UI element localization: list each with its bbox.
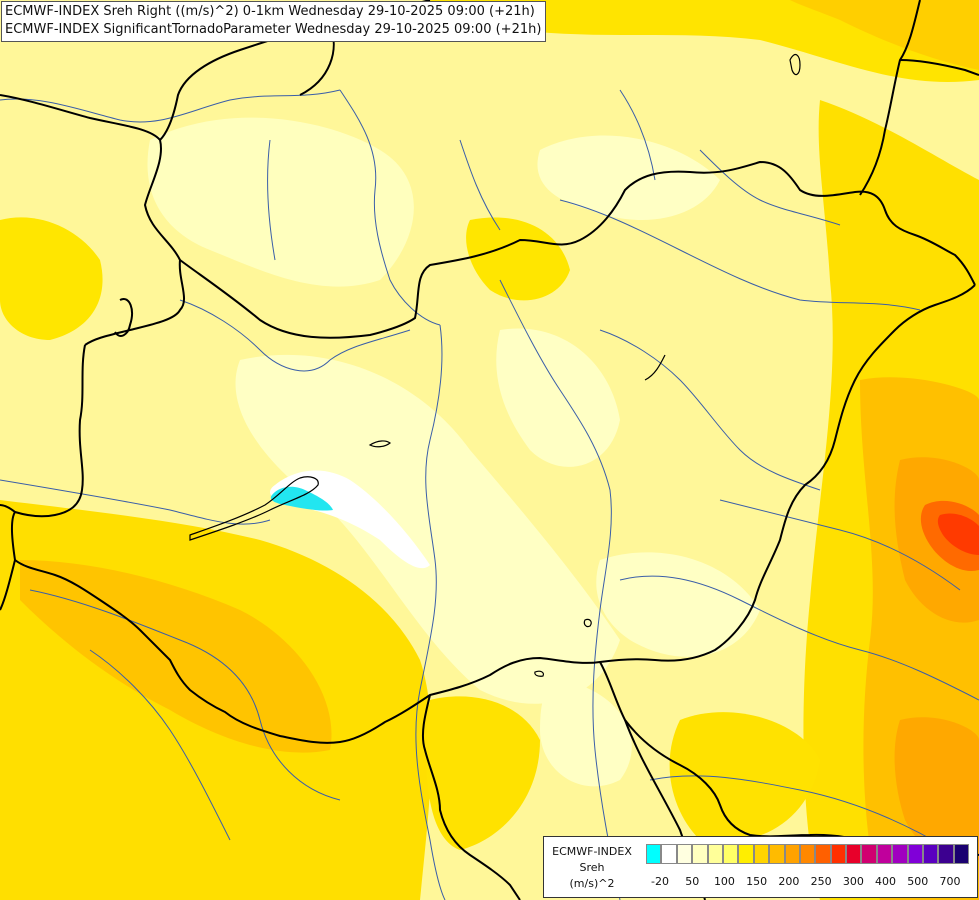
legend-tick-label: 700 <box>939 875 961 888</box>
legend-swatch <box>861 844 877 864</box>
legend-swatch <box>722 844 739 864</box>
legend-swatch <box>830 844 847 864</box>
lakes <box>189 53 801 677</box>
legend-swatch <box>938 844 954 864</box>
legend-tick-label: 200 <box>778 875 800 888</box>
legend-swatch <box>923 844 939 864</box>
legend-model: ECMWF-INDEX <box>552 845 632 858</box>
legend-tick-label: 50 <box>685 875 700 888</box>
legend-swatch <box>676 844 693 864</box>
legend-swatch <box>692 844 708 864</box>
map-title-line1: ECMWF-INDEX Sreh Right ((m/s)^2) 0-1km W… <box>5 4 535 19</box>
legend-swatch <box>876 844 893 864</box>
legend-swatch <box>738 844 754 864</box>
legend-swatch <box>769 844 785 864</box>
legend-swatch <box>784 844 800 864</box>
legend-tick-label: 150 <box>746 875 768 888</box>
field-pale-sw <box>540 680 632 787</box>
legend-param: Sreh <box>579 861 605 874</box>
legend-tick-label: 100 <box>713 875 735 888</box>
legend-swatch <box>846 844 862 864</box>
legend-swatches <box>646 844 970 866</box>
legend-swatch <box>953 844 970 864</box>
legend-swatch <box>753 844 770 864</box>
field-gold-west <box>0 217 103 340</box>
field-pale-east <box>496 328 620 467</box>
legend-tick-label: 400 <box>875 875 897 888</box>
field-gold-south <box>426 696 540 850</box>
legend-swatch <box>661 844 677 864</box>
legend-swatch <box>815 844 831 864</box>
field-cyan-patch <box>270 486 333 511</box>
field-orange-northeast <box>790 0 979 70</box>
field-gold-mid <box>466 217 570 301</box>
legend-swatch <box>646 844 662 864</box>
legend-swatch <box>799 844 816 864</box>
field-orange-se <box>894 717 979 863</box>
legend-tick-label: 300 <box>842 875 864 888</box>
field-orange-southwest <box>20 560 332 753</box>
legend-tick-label: -20 <box>651 875 669 888</box>
field-pale-south <box>596 552 760 657</box>
legend-tick-label: 500 <box>907 875 929 888</box>
legend-swatch <box>907 844 924 864</box>
field-pale-center <box>235 354 620 704</box>
map-title-box: ECMWF-INDEX Sreh Right ((m/s)^2) 0-1km W… <box>1 1 547 42</box>
legend-swatch <box>707 844 723 864</box>
field-pale-north2 <box>537 135 720 220</box>
legend-swatch <box>892 844 908 864</box>
field-red-core <box>937 513 979 555</box>
legend-unit: (m/s)^2 <box>569 877 615 890</box>
color-legend: ECMWF-INDEX Sreh (m/s)^2 -20 50 100 150 200 2… <box>543 836 978 898</box>
legend-tick-label: 250 <box>810 875 832 888</box>
map-title-line2: ECMWF-INDEX SignificantTornadoParameter … <box>5 22 542 37</box>
field-gold-se2 <box>669 712 820 842</box>
field-pale-north <box>147 117 414 287</box>
